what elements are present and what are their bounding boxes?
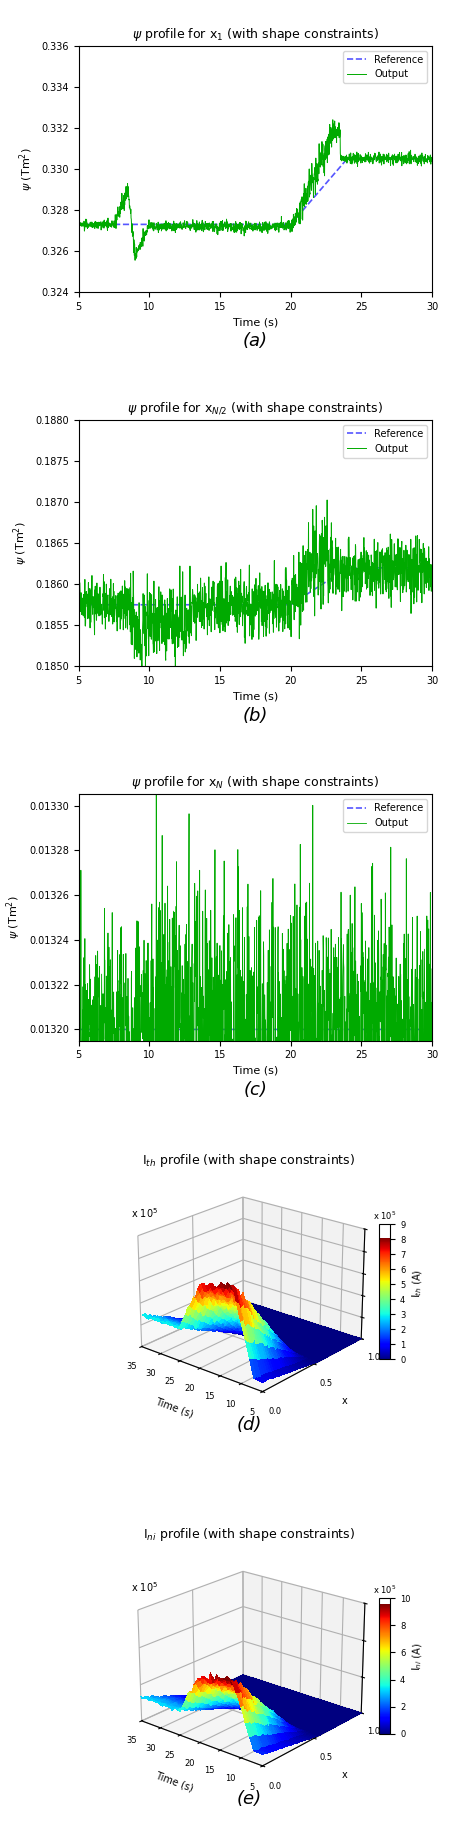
Output bbox=[153, 774, 159, 796]
Title: x 10$^5$: x 10$^5$ bbox=[373, 1209, 396, 1222]
Reference bbox=[233, 595, 238, 617]
X-axis label: Time (s): Time (s) bbox=[233, 317, 278, 327]
Reference bbox=[226, 595, 231, 617]
Reference bbox=[233, 1018, 238, 1040]
Reference bbox=[118, 213, 123, 235]
Reference bbox=[429, 1018, 435, 1040]
Output bbox=[118, 984, 123, 1006]
Text: (b): (b) bbox=[243, 706, 268, 725]
Reference bbox=[76, 213, 81, 235]
Title: $\psi$ profile for x$_N$ (with shape constraints): $\psi$ profile for x$_N$ (with shape con… bbox=[131, 774, 379, 791]
Y-axis label: $\psi$ (Tm$^2$): $\psi$ (Tm$^2$) bbox=[11, 521, 30, 565]
Output bbox=[76, 923, 81, 945]
Output bbox=[226, 1081, 232, 1103]
Output bbox=[330, 108, 336, 130]
Output bbox=[234, 213, 239, 235]
Reference bbox=[118, 1018, 123, 1040]
X-axis label: Time (s): Time (s) bbox=[233, 692, 278, 701]
Y-axis label: $\psi$ (Tm$^2$): $\psi$ (Tm$^2$) bbox=[5, 895, 23, 940]
Output bbox=[118, 202, 123, 224]
Y-axis label: x: x bbox=[342, 1396, 347, 1406]
Output bbox=[132, 250, 138, 272]
Output bbox=[118, 593, 123, 615]
X-axis label: Time (s): Time (s) bbox=[153, 1396, 194, 1420]
Reference bbox=[76, 1018, 81, 1040]
Reference bbox=[104, 1018, 109, 1040]
Output bbox=[234, 1084, 239, 1107]
Output bbox=[76, 591, 81, 613]
Reference bbox=[76, 595, 81, 617]
Output bbox=[104, 606, 109, 628]
Output bbox=[240, 215, 245, 237]
Text: (d): (d) bbox=[236, 1415, 261, 1433]
Legend: Reference, Output: Reference, Output bbox=[343, 51, 427, 83]
Line: Reference: Reference bbox=[79, 567, 432, 606]
Y-axis label: $\psi$ (Tm$^2$): $\psi$ (Tm$^2$) bbox=[17, 147, 36, 191]
Legend: Reference, Output: Reference, Output bbox=[343, 800, 427, 831]
Reference bbox=[277, 595, 283, 617]
Text: (a): (a) bbox=[243, 332, 268, 350]
Output bbox=[278, 1024, 283, 1046]
Output bbox=[104, 215, 109, 237]
Output bbox=[143, 659, 148, 681]
Title: I$_{ni}$ profile (with shape constraints): I$_{ni}$ profile (with shape constraints… bbox=[143, 1527, 355, 1543]
Reference bbox=[277, 213, 283, 235]
Reference bbox=[345, 556, 350, 578]
Text: (c): (c) bbox=[243, 1081, 267, 1099]
Reference bbox=[226, 1018, 231, 1040]
Title: $\psi$ profile for x$_{N/2}$ (with shape constraints): $\psi$ profile for x$_{N/2}$ (with shape… bbox=[127, 400, 383, 417]
Reference bbox=[429, 147, 435, 169]
Output bbox=[429, 147, 435, 169]
Text: x 10$^5$: x 10$^5$ bbox=[130, 1580, 158, 1595]
Output bbox=[240, 1028, 245, 1050]
Output bbox=[234, 593, 239, 615]
Output bbox=[429, 554, 435, 576]
Line: Output: Output bbox=[79, 499, 432, 670]
Output bbox=[324, 488, 330, 510]
Reference bbox=[118, 595, 123, 617]
Title: x 10$^5$: x 10$^5$ bbox=[373, 1584, 396, 1596]
Reference bbox=[239, 213, 245, 235]
Text: (e): (e) bbox=[236, 1789, 261, 1807]
Title: I$_{th}$ profile (with shape constraints): I$_{th}$ profile (with shape constraints… bbox=[142, 1152, 356, 1169]
Output bbox=[155, 1283, 161, 1305]
Reference bbox=[277, 1018, 283, 1040]
Output bbox=[76, 213, 81, 235]
Output bbox=[104, 1136, 109, 1158]
Reference bbox=[226, 213, 231, 235]
Output bbox=[240, 615, 245, 637]
Reference bbox=[429, 556, 435, 578]
Line: Output: Output bbox=[79, 119, 432, 261]
Line: Output: Output bbox=[79, 785, 432, 1294]
Reference bbox=[233, 213, 238, 235]
Title: $\psi$ profile for x$_1$ (with shape constraints): $\psi$ profile for x$_1$ (with shape con… bbox=[132, 26, 379, 42]
Reference bbox=[239, 1018, 245, 1040]
Reference bbox=[104, 213, 109, 235]
Reference bbox=[345, 147, 350, 169]
Output bbox=[226, 591, 232, 613]
Legend: Reference, Output: Reference, Output bbox=[343, 426, 427, 457]
Output bbox=[226, 217, 232, 239]
Output bbox=[277, 606, 283, 628]
Reference bbox=[239, 595, 245, 617]
Y-axis label: x: x bbox=[342, 1771, 347, 1780]
Output bbox=[429, 958, 435, 980]
Reference bbox=[104, 595, 109, 617]
Output bbox=[277, 217, 283, 239]
Line: Reference: Reference bbox=[79, 158, 432, 224]
X-axis label: Time (s): Time (s) bbox=[233, 1066, 278, 1075]
Text: x 10$^5$: x 10$^5$ bbox=[130, 1206, 158, 1220]
X-axis label: Time (s): Time (s) bbox=[153, 1771, 194, 1795]
